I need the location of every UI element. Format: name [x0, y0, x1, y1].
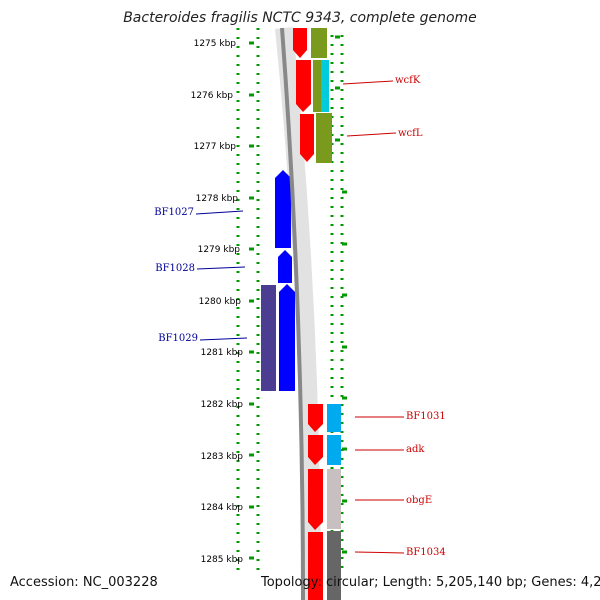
- major-ticks: [249, 35, 347, 560]
- tick-label: 1280 kbp: [199, 297, 242, 307]
- cog-track-right: [311, 28, 341, 600]
- gene-arrow: [300, 114, 314, 162]
- gene-labels: wcfK wcfL BF1027 BF1028 BF1029 BF1031 ad…: [154, 75, 446, 558]
- reverse-strand-genes: [275, 170, 295, 391]
- tick-label: 1278 kbp: [196, 194, 239, 204]
- map-title: Bacteroides fragilis NCTC 9343, complete…: [123, 10, 477, 26]
- gene-label-BF1029: BF1029: [158, 333, 198, 344]
- gene-arrow: [293, 28, 307, 58]
- tick-label: 1276 kbp: [191, 91, 234, 101]
- topology-label: Topology: circular; Length: 5,205,140 bp…: [261, 575, 600, 590]
- tick-label: 1275 kbp: [194, 39, 237, 49]
- gene-label-wcfK: wcfK: [395, 75, 421, 86]
- gene-label-wcfL: wcfL: [398, 128, 423, 139]
- outer-tick-ring-left: [236, 28, 260, 575]
- accession-label: Accession: NC_003228: [10, 575, 158, 590]
- tick-label: 1283 kbp: [201, 452, 244, 462]
- cog-block-purple: [261, 285, 276, 391]
- gene-label-obgE: obgE: [406, 495, 432, 506]
- tick-labels: 1275 kbp 1276 kbp 1277 kbp 1278 kbp 1279…: [191, 39, 244, 565]
- gene-arrow: [308, 532, 323, 600]
- tick-label: 1281 kbp: [201, 348, 244, 358]
- tick-label: 1284 kbp: [201, 503, 244, 513]
- gene-arrow: [308, 435, 323, 465]
- gene-arrow: [308, 404, 323, 432]
- right-label-lines: [342, 80, 405, 554]
- gene-label-BF1034: BF1034: [406, 547, 446, 558]
- gene-label-BF1028: BF1028: [155, 263, 195, 274]
- tick-label: 1277 kbp: [194, 142, 237, 152]
- gene-arrow: [296, 60, 311, 112]
- gene-arrow: [275, 170, 291, 248]
- tick-label: 1282 kbp: [201, 400, 244, 410]
- gene-arrow: [278, 250, 292, 283]
- tick-label: 1279 kbp: [198, 245, 241, 255]
- gene-arrow: [308, 469, 323, 530]
- gene-label-adk: adk: [406, 444, 425, 455]
- gene-label-BF1031: BF1031: [406, 411, 446, 422]
- left-label-lines: [195, 210, 248, 341]
- forward-strand-genes: [293, 28, 323, 600]
- tick-label: 1285 kbp: [201, 555, 244, 565]
- genome-backbone: [280, 27, 305, 600]
- gene-label-BF1027: BF1027: [154, 207, 194, 218]
- gene-arrow: [279, 284, 295, 391]
